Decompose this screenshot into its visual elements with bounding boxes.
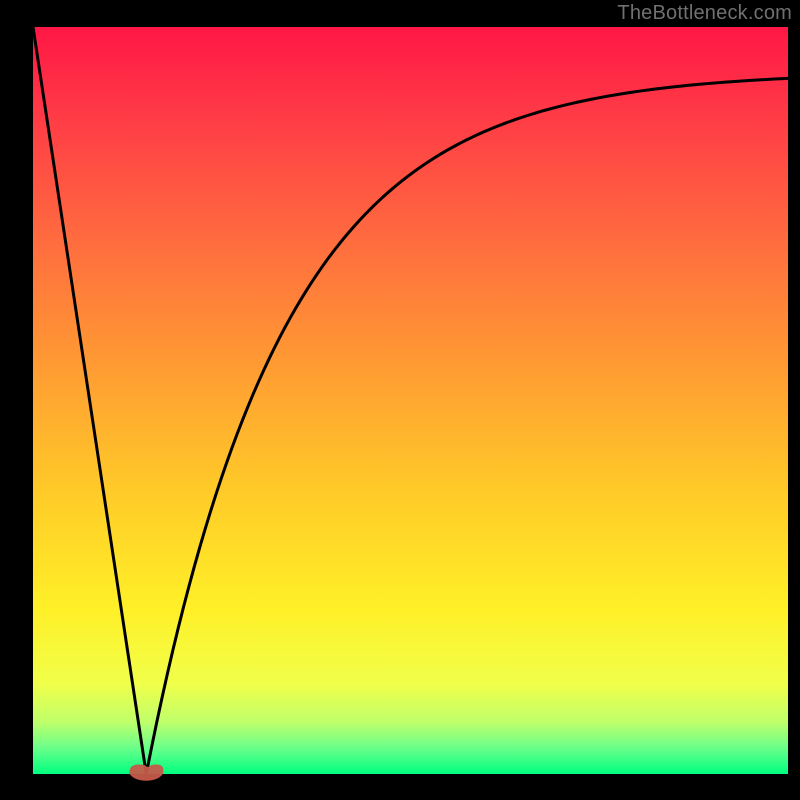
watermark-text: TheBottleneck.com: [617, 2, 792, 25]
bottleneck-chart: [0, 0, 800, 800]
chart-container: TheBottleneck.com: [0, 0, 800, 800]
plot-background: [33, 27, 788, 774]
